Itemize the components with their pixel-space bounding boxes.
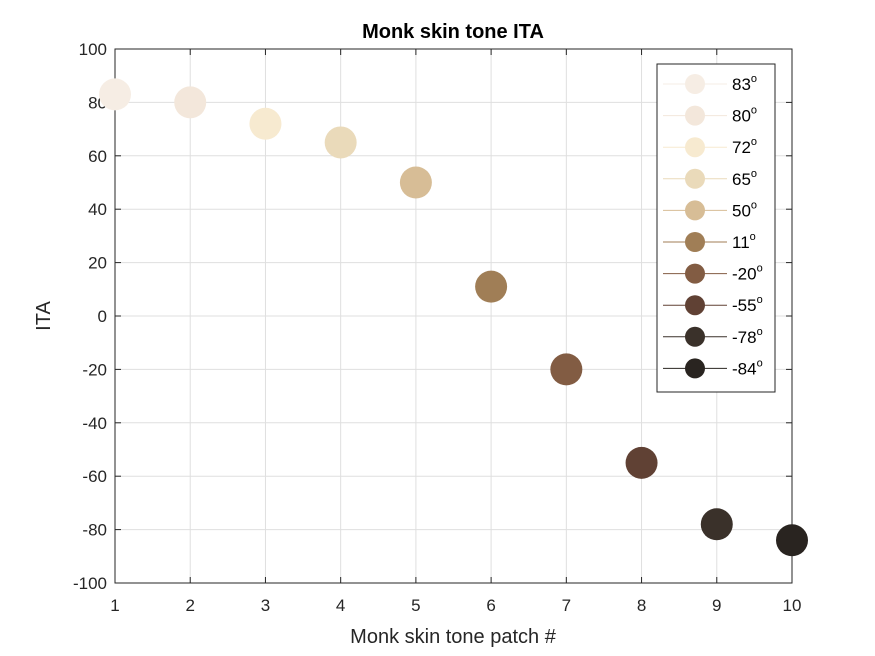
legend-degree-mark: o [751,136,757,148]
legend-degree-mark: o [751,199,757,211]
legend-degree-mark: o [757,263,763,275]
x-tick-label: 7 [562,596,571,615]
data-point [700,508,733,541]
y-tick-label: -20 [82,360,107,379]
x-tick-label: 5 [411,596,420,615]
legend-marker [685,295,705,316]
y-tick-label: -60 [82,467,107,486]
y-tick-label: 100 [79,40,107,59]
legend-box [656,63,776,393]
legend-degree-mark: o [751,73,757,85]
y-tick-label: -40 [82,414,107,433]
x-tick-label: 8 [637,596,646,615]
legend-entry-label: 80o [732,105,757,126]
legend-degree-mark: o [751,105,757,117]
data-point [475,270,508,303]
legend-marker [685,74,705,94]
chart-title: Monk skin tone ITA [362,21,544,43]
x-axis-ticks: 1 2 3 4 5 6 7 8 9 10 [110,49,801,615]
x-tick-label: 1 [110,596,119,615]
legend-entry-label: -84o [732,357,763,378]
legend-marker [685,137,705,158]
y-axis-label: ITA [33,301,55,331]
y-tick-label: 40 [88,200,107,219]
legend-entry-label: 83o [732,73,757,94]
data-point [249,107,282,140]
data-point [550,353,583,386]
legend-marker [685,105,705,126]
legend-degree-mark: o [757,326,763,338]
x-axis-label: Monk skin tone patch # [350,626,557,648]
legend-entry-label: 65o [732,168,757,189]
legend-marker [685,232,705,252]
data-point [776,524,808,557]
data-point [399,166,432,199]
legend-marker [685,358,705,379]
legend-degree-mark: o [751,168,757,180]
legend-marker [685,263,705,284]
y-tick-label: 60 [88,147,107,166]
data-point [99,78,131,111]
legend-marker [685,200,705,221]
data-point [324,126,357,159]
legend-entry-label: -55o [732,294,763,315]
x-tick-label: 6 [486,596,495,615]
y-tick-label: -100 [73,574,107,593]
data-point [174,86,207,119]
legend-entry-label: 72o [732,136,757,157]
x-tick-label: 2 [185,596,194,615]
y-tick-label: -80 [82,521,107,540]
x-tick-label: 4 [336,596,345,615]
legend-degree-mark: o [750,231,756,243]
legend-entry-label: -78o [732,326,763,347]
legend-entry-label: -20o [732,263,763,284]
x-tick-label: 10 [783,596,802,615]
y-tick-label: 20 [88,254,107,273]
data-point [625,446,658,479]
x-tick-label: 9 [712,596,721,615]
legend-marker [685,326,705,347]
x-tick-label: 3 [261,596,270,615]
data-points [99,78,808,557]
legend-entry-label: 50o [732,199,757,220]
y-tick-label: 0 [98,307,107,326]
legend-degree-mark: o [757,357,763,369]
legend-degree-mark: o [757,294,763,306]
legend-marker [685,168,705,189]
